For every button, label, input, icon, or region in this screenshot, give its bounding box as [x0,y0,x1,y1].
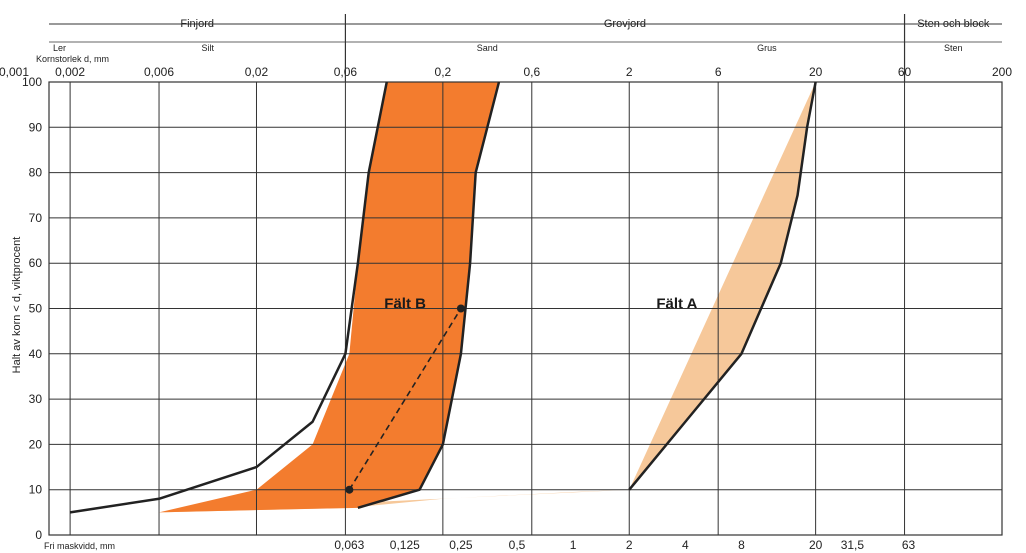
bottom-tick-label-7: 8 [738,538,745,552]
y-tick-label-8: 80 [29,166,43,180]
top-tick-label-9: 20 [809,65,823,79]
sub-class-label-2: Sand [477,43,498,53]
main-class-label-0: Finjord [180,18,214,30]
y-tick-label-5: 50 [29,302,43,316]
top-tick-label-3: 0,02 [245,65,269,79]
bottom-tick-label-4: 1 [570,538,577,552]
bottom-tick-label-3: 0,5 [509,538,526,552]
grain-size-label: Kornstorlek d, mm [36,54,109,64]
top-tick-label-8: 6 [715,65,722,79]
grading-curve-lower [69,81,388,514]
y-tick-label-10: 100 [22,75,42,89]
field-area-2 [159,82,499,513]
sub-class-label-0: Ler [53,43,66,53]
field-label-1: Fält A [656,296,697,313]
main-class-label-1: Grovjord [604,18,646,30]
bottom-tick-label-8: 20 [809,538,823,552]
main-class-label-2: Sten och block [917,18,990,30]
bottom-axis-label: Fri maskvidd, mm [44,541,115,551]
grading-curve-upper [357,81,501,510]
bottom-tick-label-6: 4 [682,538,689,552]
top-tick-label-6: 0,6 [523,65,540,79]
y-tick-label-2: 20 [29,437,43,451]
sub-class-label-4: Sten [944,43,963,53]
bottom-tick-label-5: 2 [626,538,633,552]
grading-curve-right [628,81,817,491]
bottom-tick-label-1: 0,125 [390,538,420,552]
top-tick-label-2: 0,006 [144,65,174,79]
y-tick-label-7: 70 [29,211,43,225]
bottom-tick-label-0: 0,063 [334,538,364,552]
sub-class-label-3: Grus [757,43,777,53]
reference-point-1 [456,304,465,313]
y-tick-label-0: 0 [35,528,42,542]
y-axis-label: Halt av korn < d, viktprocent [11,237,23,374]
reference-line [348,308,462,491]
bottom-tick-label-2: 0,25 [449,538,473,552]
grid-layer [48,81,1003,536]
curves-layer [69,81,817,514]
y-tick-label-1: 10 [29,483,43,497]
top-tick-label-7: 2 [626,65,633,79]
top-tick-label-1: 0,002 [55,65,85,79]
sub-class-label-1: Silt [201,43,214,53]
field-area-1 [159,82,816,513]
y-tick-label-6: 60 [29,256,43,270]
bottom-tick-label-9: 31,5 [841,538,865,552]
y-tick-label-9: 90 [29,120,43,134]
fields-layer: Fält A Fält B [159,82,816,513]
top-tick-label-5: 0,2 [435,65,452,79]
reference-point-0 [345,485,354,494]
y-tick-label-3: 30 [29,392,43,406]
bottom-tick-label-10: 63 [902,538,916,552]
top-tick-label-11: 200 [992,65,1012,79]
y-tick-label-4: 40 [29,347,43,361]
field-label-2: Fält B [384,296,426,313]
top-tick-label-0: 0,001 [0,65,29,79]
